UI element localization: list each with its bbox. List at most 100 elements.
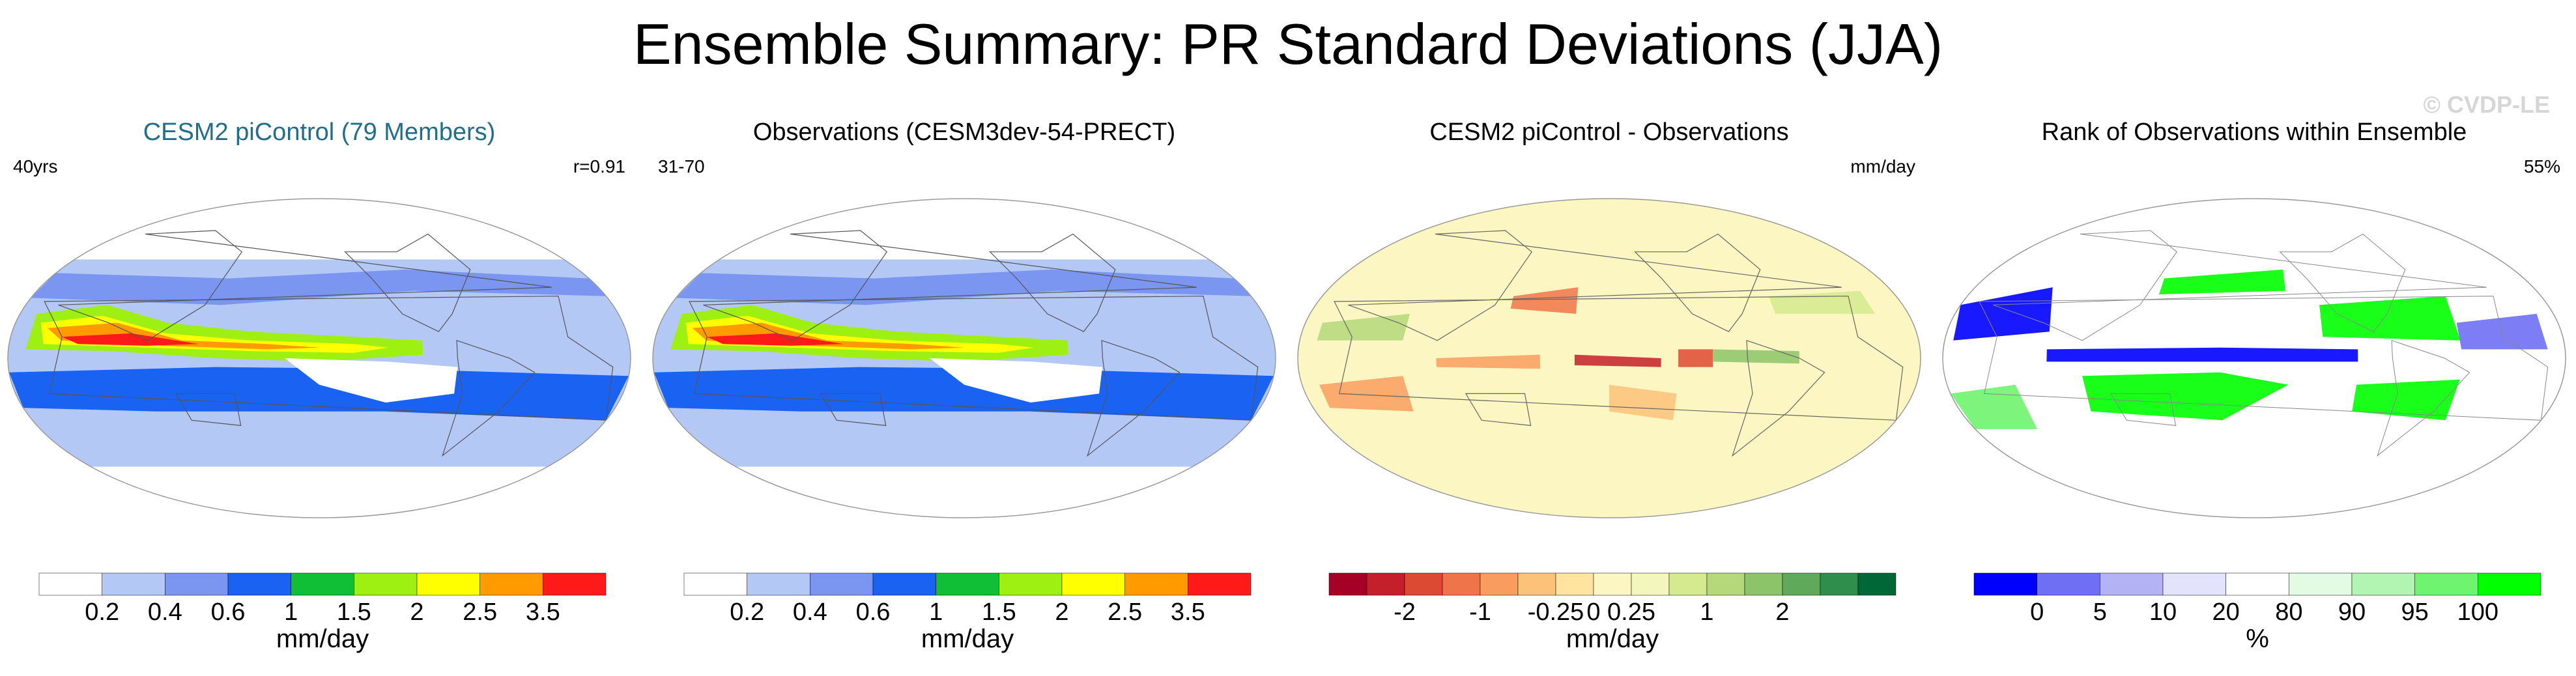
rank-patch xyxy=(2319,296,2461,341)
colorbar-difference: -2 -1 -0.25 0 0.25 1 2 mm/day xyxy=(1328,572,1896,653)
colorbar-swatch xyxy=(1668,572,1708,596)
colorbar-tick-label: 0.6 xyxy=(211,599,246,626)
warm-pool xyxy=(707,333,844,346)
difference-patch xyxy=(1678,349,1713,367)
colorbar-label: mm/day xyxy=(921,625,1014,653)
map-frame xyxy=(7,198,631,518)
difference-patch xyxy=(1510,287,1579,314)
colorbar-tick-label: 3.5 xyxy=(526,599,560,626)
years-label: 40yrs xyxy=(13,156,58,176)
continent-outline xyxy=(820,393,887,427)
panel-title: Rank of Observations within Ensemble xyxy=(2041,119,2467,146)
continent-outline xyxy=(344,233,471,332)
difference-patch xyxy=(1713,349,1799,364)
colorbar-tick-label: 0 xyxy=(2030,599,2044,626)
colorbar-swatch xyxy=(543,572,607,596)
colorbar-tick-label: 0.2 xyxy=(85,599,119,626)
continent-outline xyxy=(1979,296,2549,421)
colorbar-swatch xyxy=(227,572,291,596)
continent-outline xyxy=(1993,230,2487,341)
panel-title: CESM2 piControl - Observations xyxy=(1429,119,1789,146)
southern-storm-band xyxy=(653,367,1274,421)
colorbar-swatch xyxy=(2478,572,2541,596)
colorbar-tick-label: 0 xyxy=(1586,599,1600,626)
field-background xyxy=(1298,199,1921,518)
continent-outline xyxy=(442,339,536,457)
colorbar-swatch xyxy=(1366,572,1405,596)
rank-patch xyxy=(2352,379,2460,421)
colorbar-tick-label: 0.4 xyxy=(793,599,827,626)
years-label: 31-70 xyxy=(658,156,705,176)
difference-patch xyxy=(1436,354,1540,369)
colorbar-tick-label: 1 xyxy=(1700,599,1713,626)
colorbar-swatch xyxy=(479,572,543,596)
colorbar-tick-label: 80 xyxy=(2275,599,2302,626)
colorbar-swatch xyxy=(102,572,165,596)
colorbar-swatch xyxy=(416,572,480,596)
colorbar-observations-stddev: 0.2 0.4 0.6 1 1.5 2 2.5 3.5 mm/day xyxy=(683,572,1252,653)
colorbar-swatch xyxy=(1593,572,1632,596)
north-low-variance xyxy=(8,199,631,260)
map-frame xyxy=(652,198,1276,518)
colorbar-swatch xyxy=(1555,572,1594,596)
colorbar-swatch xyxy=(291,572,354,596)
percent-label: 55% xyxy=(2523,156,2560,176)
map-frame xyxy=(1942,198,2566,518)
difference-patch xyxy=(1319,376,1414,412)
panel-rank: Rank of Observations within Ensemble 55%… xyxy=(1935,117,2573,671)
colorbar-tick-label: 10 xyxy=(2149,599,2177,626)
colorbar-tick-label: 90 xyxy=(2338,599,2366,626)
panel-title: CESM2 piControl (79 Members) xyxy=(143,119,496,146)
continent-outline xyxy=(1348,230,1842,341)
colorbar-tick-label: 2 xyxy=(1055,599,1068,626)
colorbar-swatch xyxy=(1188,572,1252,596)
colorbar-swatch xyxy=(936,572,999,596)
pattern-correlation-label: r=0.91 xyxy=(573,156,625,176)
colorbar-swatch xyxy=(1480,572,1519,596)
colorbar-swatch xyxy=(354,572,418,596)
colorbar-label: % xyxy=(2246,625,2269,653)
colorbar-swatch xyxy=(747,572,810,596)
colorbar-swatch xyxy=(1404,572,1443,596)
continent-outline xyxy=(2110,393,2177,426)
continent-outline xyxy=(2279,233,2406,332)
colorbar-swatch xyxy=(1820,572,1859,596)
panel-difference: CESM2 piControl - Observations mm/day -2… xyxy=(1290,117,1928,671)
colorbar-swatch xyxy=(872,572,936,596)
south-low-variance xyxy=(8,466,631,518)
colorbar-tick-label: 0.4 xyxy=(148,599,182,626)
rank-patch xyxy=(2456,313,2548,350)
north-low-variance xyxy=(653,199,1276,260)
map-frame xyxy=(1297,198,1921,518)
colorbar-tick-label: 0.25 xyxy=(1607,599,1655,626)
rank-patch xyxy=(2082,372,2289,421)
colorbar-tick-label: 100 xyxy=(2457,599,2498,626)
rank-patch xyxy=(2046,347,2358,362)
colorbar-swatch xyxy=(999,572,1063,596)
continent-outline xyxy=(175,393,242,427)
warm-pool xyxy=(62,333,199,346)
colorbar-swatch xyxy=(2414,572,2478,596)
colorbar-tick-label: 1.5 xyxy=(337,599,371,626)
colorbar-label: mm/day xyxy=(1566,625,1659,653)
continent-outline xyxy=(2377,340,2470,457)
colorbar-tick-label: -0.25 xyxy=(1528,599,1584,626)
colorbar-tick-label: 0.6 xyxy=(856,599,891,626)
main-title: Ensemble Summary: PR Standard Deviations… xyxy=(633,12,1943,76)
continent-outline xyxy=(1732,339,1825,457)
continent-outline xyxy=(1087,339,1181,457)
continent-outline xyxy=(1334,296,1904,421)
panel-model-stddev: CESM2 piControl (79 Members) 40yrs r=0.9… xyxy=(0,117,638,671)
rank-patch xyxy=(1951,384,2037,429)
continent-outline xyxy=(1634,233,1761,332)
colorbar-swatch xyxy=(1631,572,1670,596)
rank-patch xyxy=(1953,287,2053,341)
colorbar-tick-label: 5 xyxy=(2093,599,2107,626)
southern-storm-band xyxy=(8,367,629,421)
watermark: © CVDP-LE xyxy=(2423,91,2550,118)
colorbar-swatch xyxy=(2162,572,2226,596)
dry-subtropics xyxy=(929,358,1103,403)
colorbar-tick-label: 0.2 xyxy=(730,599,764,626)
difference-patch xyxy=(1609,384,1677,421)
colorbar-swatch xyxy=(1517,572,1556,596)
